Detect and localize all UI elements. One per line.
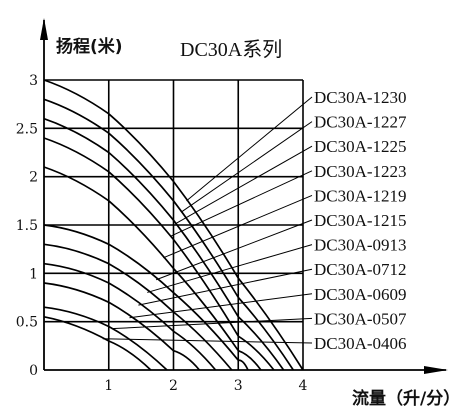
leader-line xyxy=(138,268,313,306)
legend: DC30A-1230 DC30A-1227 DC30A-1225 DC30A-1223… xyxy=(314,88,407,353)
leader-line xyxy=(102,338,313,344)
series-line-dc30a-1225 xyxy=(43,117,285,371)
leader-line xyxy=(186,96,313,202)
legend-entry-dc30a-1230: DC30A-1230 xyxy=(314,88,407,107)
leader-line xyxy=(163,194,313,259)
y-tick-label: 2.5 xyxy=(16,121,38,137)
legend-entry-dc30a-1227: DC30A-1227 xyxy=(314,113,407,132)
series-line-dc30a-0406 xyxy=(43,315,152,371)
legend-entry-dc30a-1225: DC30A-1225 xyxy=(314,137,407,156)
series-line-dc30a-0507 xyxy=(43,306,168,371)
series-line-dc30a-1223 xyxy=(43,137,275,371)
tick-labels: 0 0.5 1 1.5 2 2.5 3 1 2 3 4 xyxy=(16,73,308,394)
series-line-dc30a-1227 xyxy=(43,98,295,371)
series-line-dc30a-1215 xyxy=(43,224,249,371)
legend-entry-dc30a-1219: DC30A-1219 xyxy=(314,186,407,205)
y-axis-label: 扬程(米) xyxy=(56,36,123,57)
series-line-dc30a-0913 xyxy=(43,243,233,371)
legend-entry-dc30a-0609: DC30A-0609 xyxy=(314,285,407,304)
leader-line xyxy=(147,244,313,293)
x-tick-label: 1 xyxy=(104,378,113,394)
legend-entry-dc30a-0507: DC30A-0507 xyxy=(314,309,407,328)
leader-line xyxy=(180,121,313,213)
series-line-dc30a-1219 xyxy=(43,166,262,371)
y-axis-arrow-icon xyxy=(40,18,48,40)
series-line-dc30a-0609 xyxy=(43,282,201,371)
chart-title: DC30A系列 xyxy=(180,38,282,61)
leader-line xyxy=(156,219,313,281)
legend-entry-dc30a-0406: DC30A-0406 xyxy=(314,334,407,353)
series-line-dc30a-0712 xyxy=(43,262,217,371)
leader-line xyxy=(129,293,313,319)
y-tick-label: 2 xyxy=(29,170,38,186)
x-tick-label: 2 xyxy=(169,378,178,394)
legend-entry-dc30a-1215: DC30A-1215 xyxy=(314,211,407,230)
legend-leader-lines xyxy=(102,96,313,344)
x-axis-arrow-icon xyxy=(424,366,448,374)
legend-entry-dc30a-0913: DC30A-0913 xyxy=(314,236,407,255)
grid xyxy=(44,79,304,370)
leader-line xyxy=(111,317,313,330)
series-lines xyxy=(43,79,304,371)
x-axis-label: 流量（升/分） xyxy=(352,388,460,409)
legend-entry-dc30a-0712: DC30A-0712 xyxy=(314,260,407,279)
leader-line xyxy=(170,170,313,237)
x-tick-label: 3 xyxy=(234,378,243,394)
y-tick-label: 3 xyxy=(29,73,38,89)
x-tick-label: 4 xyxy=(299,378,308,394)
axes xyxy=(40,18,448,374)
y-tick-label: 0.5 xyxy=(16,315,38,331)
series-line-dc30a-1230 xyxy=(43,79,304,371)
legend-entry-dc30a-1223: DC30A-1223 xyxy=(314,162,407,181)
y-tick-label: 0 xyxy=(29,363,38,379)
y-tick-label: 1.5 xyxy=(16,218,38,234)
leader-line xyxy=(175,145,313,224)
y-tick-label: 1 xyxy=(29,266,38,282)
